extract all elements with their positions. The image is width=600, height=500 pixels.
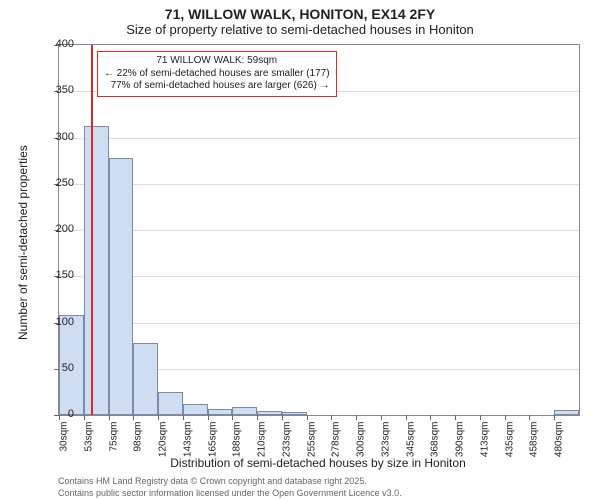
x-tick-label: 480sqm: [554, 422, 565, 466]
y-tick-label: 350: [44, 84, 74, 96]
x-tick-label: 278sqm: [331, 422, 342, 466]
y-axis-label: Number of semi-detached properties: [16, 145, 30, 340]
y-tick-label: 100: [44, 316, 74, 328]
x-tick: [232, 415, 233, 420]
x-tick-label: 143sqm: [182, 422, 193, 466]
x-tick: [505, 415, 506, 420]
credits-line2: Contains public sector information licen…: [58, 488, 402, 500]
x-tick-label: 53sqm: [83, 422, 94, 466]
gridline: [59, 323, 579, 324]
y-tick-label: 200: [44, 223, 74, 235]
histogram-bar: [158, 392, 183, 415]
credits-line1: Contains HM Land Registry data © Crown c…: [58, 476, 402, 488]
histogram-bar: [257, 411, 282, 415]
histogram-bar: [282, 412, 307, 415]
x-tick: [133, 415, 134, 420]
x-tick-label: 75sqm: [108, 422, 119, 466]
x-tick: [282, 415, 283, 420]
x-tick: [406, 415, 407, 420]
y-tick-label: 50: [44, 362, 74, 374]
x-tick: [208, 415, 209, 420]
y-tick-label: 300: [44, 131, 74, 143]
x-tick: [480, 415, 481, 420]
credits: Contains HM Land Registry data © Crown c…: [58, 476, 402, 499]
histogram-chart: 71 WILLOW WALK: 59sqm← 22% of semi-detac…: [58, 44, 580, 416]
x-tick: [183, 415, 184, 420]
x-tick: [331, 415, 332, 420]
x-tick: [455, 415, 456, 420]
x-tick-label: 458sqm: [529, 422, 540, 466]
gridline: [59, 230, 579, 231]
x-tick: [158, 415, 159, 420]
histogram-bar: [109, 158, 134, 415]
x-tick-label: 188sqm: [232, 422, 243, 466]
x-tick-label: 165sqm: [207, 422, 218, 466]
histogram-bar: [133, 343, 158, 415]
annotation-box: 71 WILLOW WALK: 59sqm← 22% of semi-detac…: [97, 51, 337, 97]
x-tick-label: 98sqm: [133, 422, 144, 466]
x-tick-label: 233sqm: [281, 422, 292, 466]
y-tick-label: 150: [44, 269, 74, 281]
y-tick-label: 0: [44, 408, 74, 420]
histogram-bar: [208, 409, 233, 415]
x-tick: [307, 415, 308, 420]
histogram-bar: [554, 410, 579, 415]
x-tick-label: 368sqm: [430, 422, 441, 466]
histogram-bar: [183, 404, 208, 415]
x-tick-label: 255sqm: [306, 422, 317, 466]
gridline: [59, 184, 579, 185]
histogram-bar: [84, 126, 109, 415]
x-tick-label: 300sqm: [356, 422, 367, 466]
x-tick-label: 435sqm: [504, 422, 515, 466]
x-tick-label: 323sqm: [380, 422, 391, 466]
x-tick: [554, 415, 555, 420]
y-tick-label: 250: [44, 177, 74, 189]
x-tick-label: 390sqm: [455, 422, 466, 466]
gridline: [59, 276, 579, 277]
x-tick: [356, 415, 357, 420]
page-title-line1: 71, WILLOW WALK, HONITON, EX14 2FY: [0, 0, 600, 22]
x-tick: [381, 415, 382, 420]
x-tick-label: 30sqm: [59, 422, 70, 466]
x-tick: [84, 415, 85, 420]
annotation-line: 71 WILLOW WALK: 59sqm: [104, 55, 330, 68]
page-title-line2: Size of property relative to semi-detach…: [0, 22, 600, 39]
x-tick: [109, 415, 110, 420]
x-tick-label: 210sqm: [257, 422, 268, 466]
x-tick-label: 120sqm: [158, 422, 169, 466]
annotation-line: ← 22% of semi-detached houses are smalle…: [104, 68, 330, 81]
x-tick: [529, 415, 530, 420]
x-tick: [257, 415, 258, 420]
reference-line: [91, 45, 93, 415]
annotation-line: 77% of semi-detached houses are larger (…: [104, 80, 330, 93]
x-tick-label: 345sqm: [405, 422, 416, 466]
gridline: [59, 138, 579, 139]
x-tick: [430, 415, 431, 420]
histogram-bar: [232, 407, 257, 415]
y-tick-label: 400: [44, 38, 74, 50]
x-tick-label: 413sqm: [479, 422, 490, 466]
